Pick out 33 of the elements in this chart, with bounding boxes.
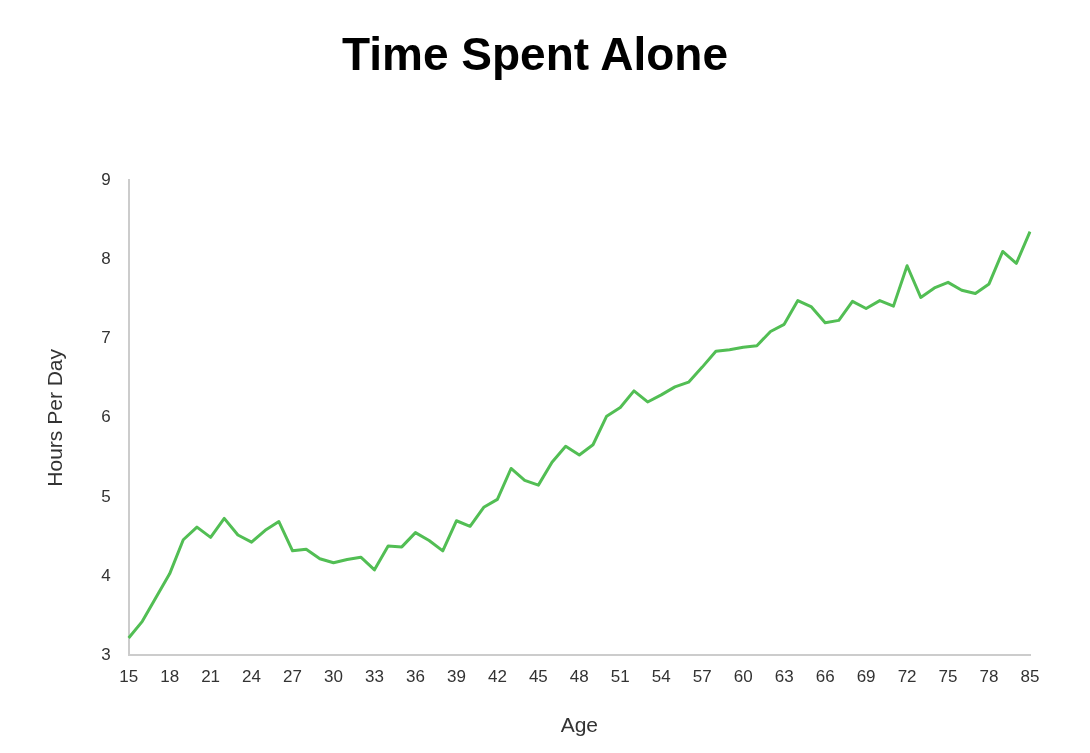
x-tick-label: 30 <box>324 667 343 687</box>
x-tick-label: 48 <box>569 667 589 687</box>
x-tick-label: 18 <box>160 667 180 687</box>
x-tick-label: 42 <box>487 667 507 687</box>
y-tick-label: 8 <box>101 249 111 269</box>
x-tick-label: 85 <box>1020 667 1040 687</box>
y-tick-label: 6 <box>101 407 111 427</box>
y-tick-label: 9 <box>101 169 111 189</box>
x-tick-label: 45 <box>528 667 548 687</box>
x-tick-label: 27 <box>283 667 302 687</box>
x-tick-label: 66 <box>815 667 835 687</box>
x-tick-label: 63 <box>774 667 794 687</box>
y-tick-label: 4 <box>101 565 111 585</box>
x-axis-title: Age <box>560 713 599 737</box>
y-tick-label: 5 <box>101 486 111 506</box>
x-tick-label: 69 <box>856 667 876 687</box>
x-tick-label: 33 <box>365 667 384 687</box>
x-tick-label: 24 <box>242 667 262 687</box>
x-tick-label: 75 <box>938 667 958 687</box>
x-tick-label: 51 <box>610 667 630 687</box>
y-axis-title: Hours Per Day <box>43 348 67 487</box>
y-tick-label: 7 <box>101 328 111 348</box>
x-tick-label: 36 <box>405 667 425 687</box>
x-tick-label: 15 <box>119 667 139 687</box>
x-tick-label: 78 <box>979 667 999 687</box>
x-tick-label: 57 <box>692 667 712 687</box>
x-tick-label: 54 <box>651 667 671 687</box>
x-tick-label: 39 <box>446 667 466 687</box>
y-tick-label: 3 <box>101 645 111 665</box>
chart-title: Time Spent Alone <box>342 28 728 81</box>
x-tick-label: 21 <box>201 667 221 687</box>
x-tick-label: 72 <box>897 667 917 687</box>
x-tick-label: 60 <box>733 667 753 687</box>
